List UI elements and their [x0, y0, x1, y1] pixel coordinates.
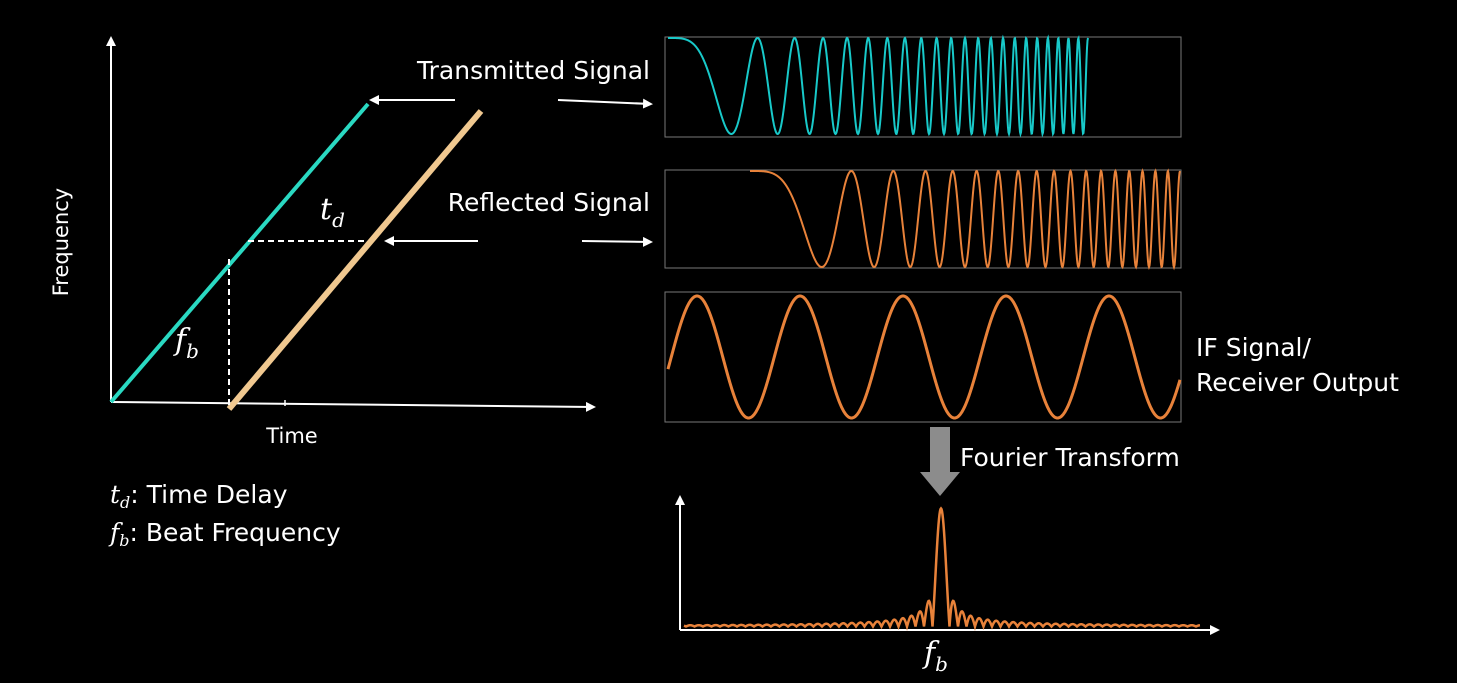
transmitted-wave: [668, 34, 1089, 138]
if-wave: [666, 294, 1182, 420]
spectrum-curve: [683, 506, 1201, 631]
if-signal-label-line2: Receiver Output: [1196, 368, 1399, 397]
transmitted-signal-label: Transmitted Signal: [416, 56, 650, 85]
if-wave-panel: [664, 291, 1182, 423]
transmitted-wave-panel: [664, 34, 1182, 138]
reflected-signal-label: Reflected Signal: [448, 188, 650, 217]
fourier-transform-label: Fourier Transform: [960, 443, 1180, 472]
legend: td: Time Delay fb: Beat Frequency: [108, 480, 341, 550]
reflected-wave-panel: [664, 168, 1182, 271]
reflected-wave: [750, 168, 1181, 271]
legend-td: td: Time Delay: [110, 480, 288, 512]
fourier-transform-arrow: [920, 427, 960, 496]
x-axis-label: Time: [265, 424, 317, 448]
fb-label: fb: [173, 323, 199, 363]
chirp-chart: Frequency Time td fb: [49, 36, 596, 448]
if-signal-label-line1: IF Signal/: [1196, 333, 1311, 362]
y-axis-label: Frequency: [49, 188, 73, 297]
reflected-chirp-line: [226, 109, 484, 411]
legend-fb: fb: Beat Frequency: [108, 518, 341, 550]
transmitted-chirp-line: [109, 102, 370, 404]
spectrum-fb-label: fb: [922, 636, 948, 676]
spectrum-plot: fb: [675, 495, 1220, 676]
reflected-to-panel-arrow: [581, 236, 653, 247]
x-axis: [110, 401, 596, 412]
td-label: td: [320, 192, 345, 232]
transmitted-to-panel-arrow: [557, 98, 653, 109]
